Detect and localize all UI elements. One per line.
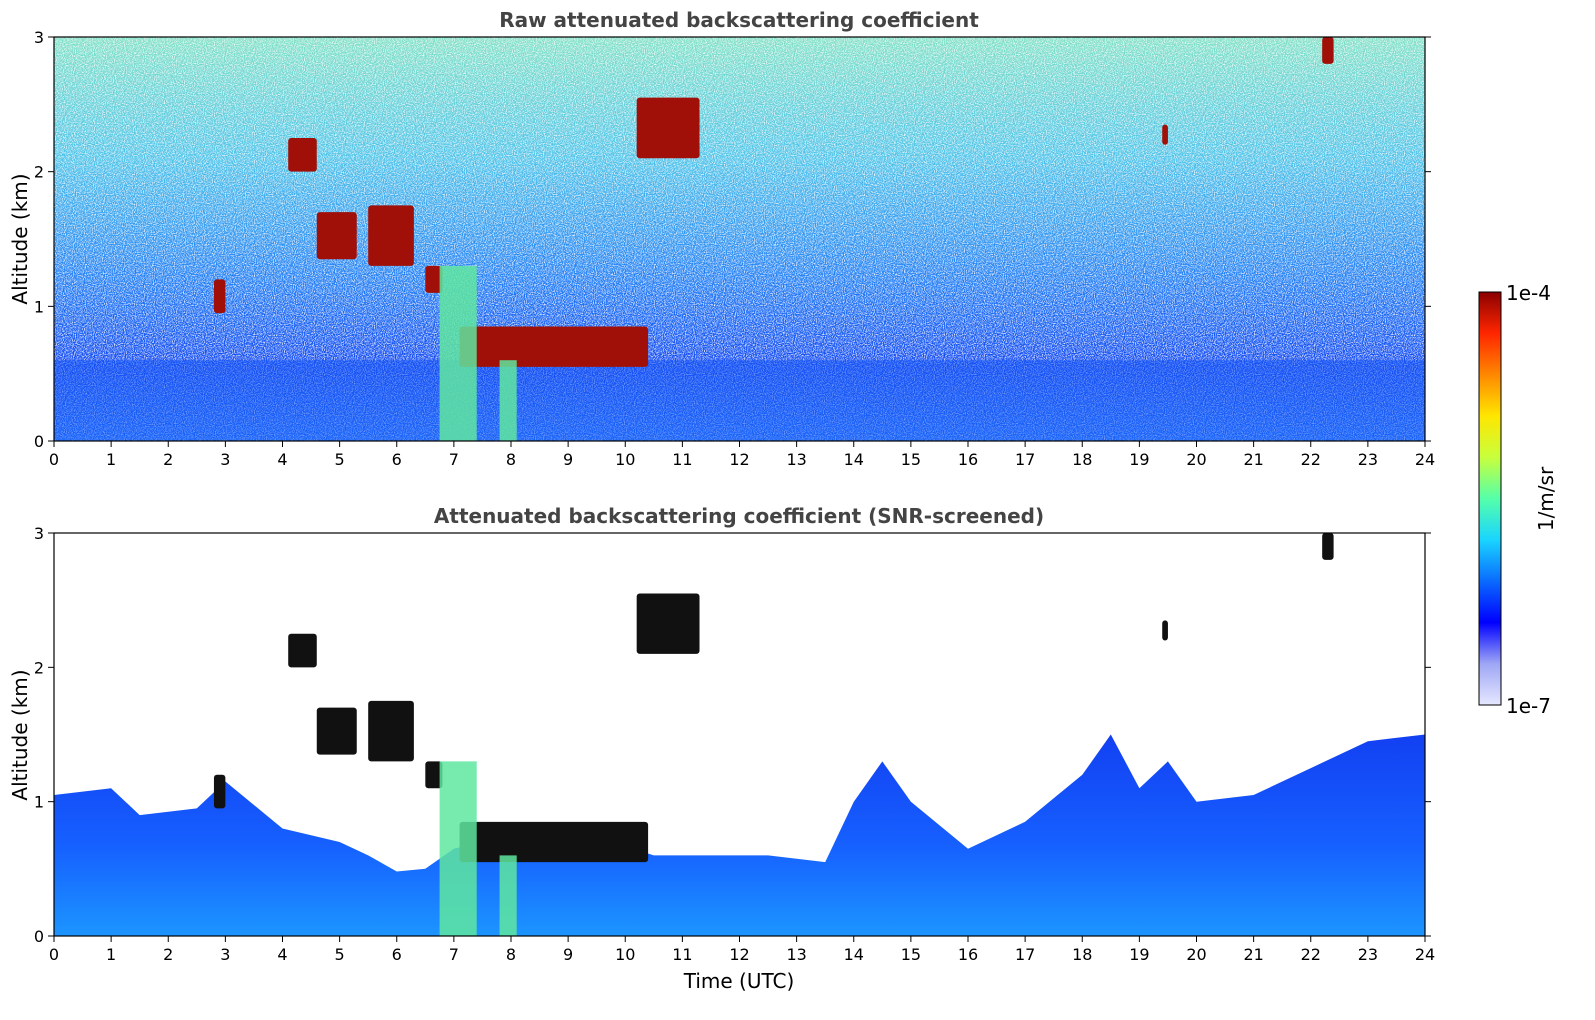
screened-boundary-layer: [54, 734, 1425, 936]
y-tick-label: 3: [34, 28, 44, 47]
precipitation-column: [439, 761, 477, 936]
x-tick-label: 7: [449, 945, 459, 964]
x-tick-label: 6: [392, 450, 402, 469]
x-tick-label: 7: [449, 450, 459, 469]
x-tick-label: 8: [506, 945, 516, 964]
x-tick-label: 17: [1015, 945, 1035, 964]
x-tick-label: 15: [901, 945, 921, 964]
screened-panel-title: Attenuated backscattering coefficient (S…: [434, 504, 1044, 528]
cloud-layer: [288, 138, 317, 172]
cloud-layer: [636, 97, 700, 159]
x-tick-label: 0: [49, 945, 59, 964]
x-axis-label: Time (UTC): [683, 969, 795, 993]
colorbar-unit-label: 1/m/sr: [1534, 466, 1558, 531]
y-tick-label: 1: [34, 793, 44, 812]
cloud-layer: [425, 265, 443, 293]
x-tick-label: 9: [563, 450, 573, 469]
colorbar-min-label: 1e-7: [1506, 694, 1551, 718]
colorbar-gradient: [1478, 291, 1502, 706]
cloud-layer: [1162, 620, 1168, 641]
x-tick-label: 3: [220, 450, 230, 469]
cloud-layer: [316, 212, 357, 260]
cloud-layer: [425, 761, 443, 789]
x-tick-label: 19: [1129, 945, 1149, 964]
colorbar: 1e-4 1e-7 1/m/sr: [1478, 281, 1558, 718]
cloud-layer: [1162, 124, 1168, 145]
x-tick-label: 13: [786, 450, 806, 469]
x-tick-label: 20: [1186, 945, 1206, 964]
x-tick-label: 19: [1129, 450, 1149, 469]
raw-backscatter-panel: Raw attenuated backscattering coefficien…: [8, 8, 1435, 469]
x-tick-label: 9: [563, 945, 573, 964]
x-tick-label: 23: [1358, 945, 1378, 964]
x-tick-label: 18: [1072, 945, 1092, 964]
x-tick-label: 4: [277, 450, 287, 469]
y-tick-label: 2: [34, 163, 44, 182]
precipitation-column: [439, 265, 477, 441]
x-tick-label: 21: [1243, 450, 1263, 469]
x-tick-label: 22: [1301, 945, 1321, 964]
boundary-layer: [54, 360, 1425, 441]
x-tick-label: 3: [220, 945, 230, 964]
cloud-layer: [316, 707, 357, 755]
y-tick-label: 2: [34, 658, 44, 677]
precipitation-column: [499, 855, 517, 936]
x-tick-label: 11: [672, 450, 692, 469]
cloud-layer: [368, 205, 414, 266]
x-tick-label: 14: [844, 450, 864, 469]
cloud-layer: [213, 774, 226, 809]
y-tick-label: 3: [34, 524, 44, 543]
cloud-layer: [459, 326, 649, 367]
x-tick-label: 18: [1072, 450, 1092, 469]
precipitation-column: [499, 360, 517, 441]
x-tick-label: 24: [1415, 945, 1435, 964]
x-tick-label: 5: [335, 450, 345, 469]
y-tick-label: 0: [34, 927, 44, 946]
x-tick-label: 22: [1301, 450, 1321, 469]
y-tick-label: 1: [34, 297, 44, 316]
cloud-layer: [288, 633, 317, 668]
x-tick-label: 21: [1243, 945, 1263, 964]
x-tick-label: 2: [163, 945, 173, 964]
x-tick-label: 0: [49, 450, 59, 469]
cloud-layer: [368, 700, 414, 762]
x-tick-label: 23: [1358, 450, 1378, 469]
x-tick-label: 2: [163, 450, 173, 469]
screened-backscatter-panel: Attenuated backscattering coefficient (S…: [8, 504, 1435, 993]
cloud-layer: [1322, 533, 1334, 560]
x-tick-label: 1: [106, 450, 116, 469]
raw-panel-title: Raw attenuated backscattering coefficien…: [499, 8, 979, 32]
x-tick-label: 12: [729, 450, 749, 469]
x-tick-label: 24: [1415, 450, 1435, 469]
x-tick-label: 5: [335, 945, 345, 964]
x-tick-label: 1: [106, 945, 116, 964]
x-tick-label: 15: [901, 450, 921, 469]
cloud-layer: [636, 593, 700, 654]
cloud-layer: [459, 821, 649, 863]
colorbar-max-label: 1e-4: [1506, 281, 1551, 305]
x-tick-label: 10: [615, 450, 635, 469]
x-tick-label: 12: [729, 945, 749, 964]
x-tick-label: 10: [615, 945, 635, 964]
cloud-layer: [1322, 37, 1334, 64]
raw-y-axis-label: Altitude (km): [8, 173, 32, 304]
x-tick-label: 11: [672, 945, 692, 964]
cloud-layer: [213, 279, 226, 314]
x-tick-label: 6: [392, 945, 402, 964]
x-tick-label: 16: [958, 945, 978, 964]
x-tick-label: 16: [958, 450, 978, 469]
y-tick-label: 0: [34, 432, 44, 451]
x-tick-label: 13: [786, 945, 806, 964]
x-tick-label: 4: [277, 945, 287, 964]
screened-y-axis-label: Altitude (km): [8, 669, 32, 800]
x-tick-label: 8: [506, 450, 516, 469]
x-tick-label: 14: [844, 945, 864, 964]
x-tick-label: 17: [1015, 450, 1035, 469]
x-tick-label: 20: [1186, 450, 1206, 469]
